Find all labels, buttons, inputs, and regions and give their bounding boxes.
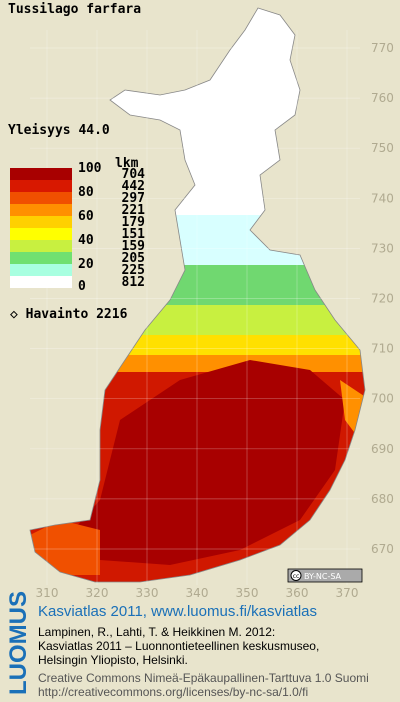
legend-swatch [10, 228, 72, 240]
northing-label: 680 [371, 492, 394, 506]
legend-scale-label: 60 [78, 209, 94, 224]
legend-swatch [10, 264, 72, 276]
legend-swatch [10, 252, 72, 264]
northing-label: 720 [371, 292, 394, 306]
legend-swatch [10, 204, 72, 216]
easting-label: 320 [86, 586, 109, 600]
legend-scale-label: 80 [78, 185, 94, 200]
observation-marker: ◇ [10, 307, 26, 322]
legend-swatch [10, 216, 72, 228]
svg-text:cc: cc [293, 573, 300, 580]
observations: ◇ Havainto 2216 [10, 307, 128, 322]
easting-label: 350 [236, 586, 259, 600]
citation-line: Lampinen, R., Lahti, T. & Heikkinen M. 2… [38, 625, 275, 639]
northing-label: 760 [371, 91, 394, 105]
legend-scale-label: 0 [78, 279, 86, 294]
legend-count: 159 [122, 239, 145, 254]
observation-label: Havainto [26, 307, 89, 322]
citation-line: Kasviatlas 2011 – Luonnontieteellinen ke… [38, 639, 319, 653]
easting-label: 360 [286, 586, 309, 600]
legend-count: 179 [122, 215, 145, 230]
grid: 770 760 750 740 730 720 710 700 690 680 670 310 320 3… [30, 30, 394, 600]
northing-label: 750 [371, 141, 394, 155]
license-badge-text: BY-NC-SA [304, 572, 342, 581]
atlas-link[interactable]: Kasviatlas 2011, www.luomus.fi/kasviatla… [38, 603, 317, 620]
legend-count: 151 [122, 227, 146, 242]
count-header: lkm [115, 156, 139, 171]
observation-count: 2216 [96, 307, 127, 322]
northing-label: 730 [371, 241, 394, 255]
legend-count: 812 [122, 275, 145, 290]
legend-count: 297 [122, 191, 145, 206]
license-line: Creative Commons Nimeä-Epäkaupallinen-Ta… [38, 671, 369, 685]
footer: Lampinen, R., Lahti, T. & Heikkinen M. 2… [38, 625, 369, 699]
legend-count: 442 [122, 179, 145, 194]
brand: LUOMUS [5, 591, 32, 695]
frequency: Yleisyys 44.0 [8, 123, 110, 138]
northing-label: 740 [371, 191, 394, 205]
legend-count: 205 [122, 251, 145, 266]
legend-scale-label: 20 [78, 257, 94, 272]
legend-swatch [10, 192, 72, 204]
northing-label: 710 [371, 342, 394, 356]
license-line: http://creativecommons.org/licenses/by-n… [38, 685, 308, 699]
country-outline [29, 7, 366, 583]
legend-scale-label: 40 [78, 233, 94, 248]
legend-swatch [10, 240, 72, 252]
legend-count: 225 [122, 263, 145, 278]
northing-label: 670 [371, 542, 394, 556]
species-title: Tussilago farfara [8, 2, 141, 17]
citation-line: Helsingin Yliopisto, Helsinki. [38, 653, 188, 667]
easting-label: 330 [136, 586, 159, 600]
legend-count: 221 [122, 203, 146, 218]
northing-label: 700 [371, 392, 394, 406]
northing-label: 690 [371, 442, 394, 456]
legend-swatch [10, 180, 72, 192]
easting-label: 310 [36, 586, 59, 600]
northing-label: 770 [371, 41, 394, 55]
easting-label: 340 [186, 586, 209, 600]
legend-swatch [10, 168, 72, 180]
legend-swatch [10, 276, 72, 288]
easting-label: 370 [336, 586, 359, 600]
legend-scale-label: 100 [78, 161, 102, 176]
license-badge: cc BY-NC-SA [287, 568, 363, 583]
legend-count: 704 [122, 167, 146, 182]
